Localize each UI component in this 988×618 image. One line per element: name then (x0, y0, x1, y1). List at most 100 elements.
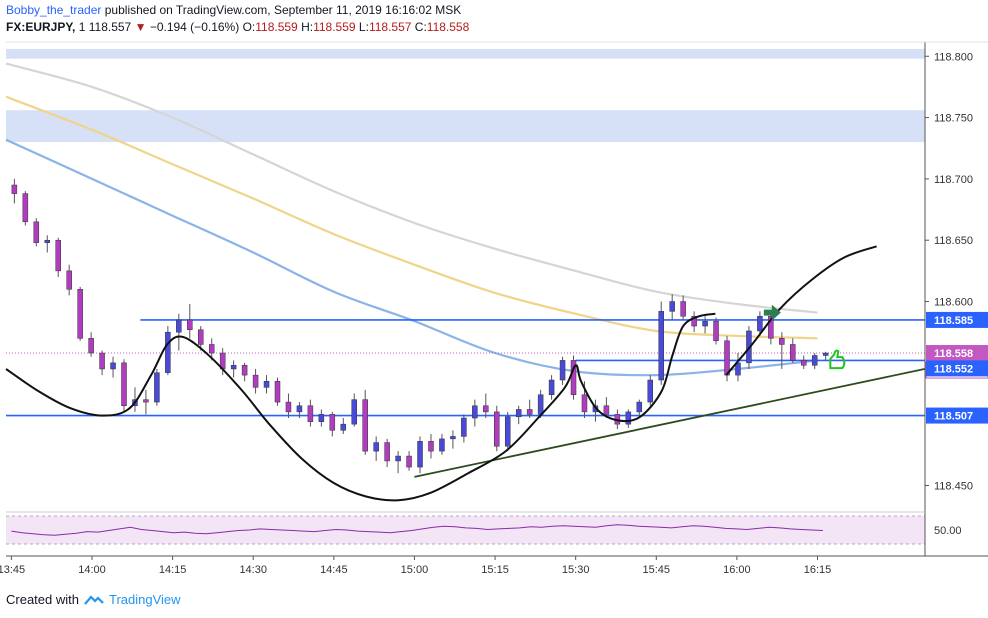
candle-body (768, 315, 774, 339)
candle-body (822, 352, 829, 356)
candle-body (99, 352, 105, 370)
high-value: 118.559 (313, 20, 356, 34)
x-tick-label: 14:00 (78, 564, 106, 576)
freehand-curve-1[interactable] (725, 245, 877, 376)
candle-body (647, 379, 654, 403)
arrow-icon (763, 304, 781, 321)
candle-body (811, 355, 818, 366)
candle-body (11, 184, 18, 194)
candle-body (450, 436, 456, 440)
moving-average-line-0 (5, 62, 818, 314)
resistance-zone-0 (6, 48, 925, 59)
open-label: O: (242, 20, 256, 34)
candle-body (296, 405, 303, 413)
candle-body (680, 301, 686, 317)
candle-body (537, 394, 544, 415)
candle-body (439, 438, 445, 452)
y-tick-label: 118.800 (934, 51, 973, 63)
candle-body (208, 344, 215, 354)
candle-body (44, 239, 51, 243)
candle-body (110, 362, 116, 370)
candle-body (230, 365, 237, 370)
candle-body (691, 315, 697, 327)
candle-body (669, 301, 675, 312)
freehand-curve-0[interactable] (5, 312, 716, 502)
candle-body (658, 311, 664, 381)
low-label: L: (358, 20, 369, 34)
candle-body (526, 409, 533, 415)
candle-body (198, 329, 204, 345)
current-price-tag: 118.558 (934, 348, 973, 360)
candle-body (252, 374, 259, 388)
candle-body (22, 193, 29, 223)
moving-average-line-1 (5, 95, 818, 340)
candle-body (241, 365, 248, 376)
candle-body (154, 372, 160, 403)
x-tick-label: 16:00 (723, 564, 751, 576)
candle-body (735, 362, 741, 376)
candle-body (494, 411, 500, 447)
candle-body (625, 411, 632, 425)
thumbs-up-icon (829, 349, 846, 370)
candle-body (757, 315, 763, 332)
x-tick-label: 14:30 (239, 564, 267, 576)
author-name[interactable]: Bobby_the_trader (6, 3, 102, 17)
high-label: H: (301, 20, 314, 34)
candle-body (800, 360, 807, 366)
level-tag-0: 118.585 (934, 315, 973, 327)
rsi-line (11, 524, 823, 536)
open-value: 118.559 (255, 20, 298, 34)
candle-body (417, 441, 423, 468)
candle-body (307, 405, 314, 422)
change: −0.194 (−0.16%) (149, 20, 240, 34)
y-tick-label: 118.600 (934, 297, 973, 309)
last-price: 118.557 (88, 20, 132, 34)
candle-body (559, 360, 566, 381)
level-tag-2-bg (926, 407, 988, 424)
x-tick-label: 15:15 (481, 564, 509, 576)
candle-body (187, 319, 193, 330)
level-tag-2: 118.507 (934, 411, 973, 423)
candle-body (461, 417, 467, 437)
publish-text: published on TradingView.com, September … (104, 3, 462, 17)
close-value: 118.558 (426, 20, 470, 34)
created-with-text: Created with (6, 592, 79, 607)
candle-body (33, 221, 40, 243)
candle-body (636, 401, 643, 413)
rsi-value-label: 50.00 (934, 525, 962, 537)
candle-body (504, 416, 511, 447)
level-tag-552-bg (926, 360, 988, 377)
price-chart[interactable]: 118.800 118.750 118.700 118.650 118.600 118.4… (0, 0, 988, 590)
candle-body (779, 338, 785, 345)
candle-body (176, 319, 182, 333)
candle-body (143, 399, 149, 403)
symbol[interactable]: FX:EURJPY, (6, 20, 76, 34)
publish-line: Bobby_the_trader published on TradingVie… (6, 3, 461, 17)
candle-body (351, 399, 357, 425)
close-label: C: (414, 20, 427, 34)
candle-body (373, 442, 379, 452)
candle-body (362, 399, 368, 452)
candle-body (713, 320, 719, 342)
moving-average-line-2 (5, 138, 818, 377)
rsi-band (6, 516, 925, 544)
candle-body (88, 338, 94, 354)
level-tag-552: 118.552 (934, 363, 973, 375)
x-tick-label: 16:15 (804, 564, 832, 576)
x-tick-label: 13:45 (0, 564, 25, 576)
candle-body (77, 289, 83, 339)
candle-body (428, 441, 434, 452)
footer: Created with TradingView (6, 592, 181, 607)
candle-body (384, 442, 390, 462)
candle-body (603, 405, 610, 415)
x-tick-label: 14:15 (159, 564, 187, 576)
resistance-zone-1 (6, 110, 925, 143)
tradingview-link[interactable]: TradingView (108, 592, 181, 607)
candle-body (66, 270, 72, 290)
candle-body (121, 362, 127, 407)
symbol-line: FX:EURJPY, 1 118.557 ▼ −0.194 (−0.16%) O… (6, 20, 469, 34)
trendline[interactable] (414, 366, 931, 478)
low-value: 118.557 (368, 20, 412, 34)
level-tag-0-bg (926, 311, 988, 328)
candle-body (581, 394, 588, 413)
